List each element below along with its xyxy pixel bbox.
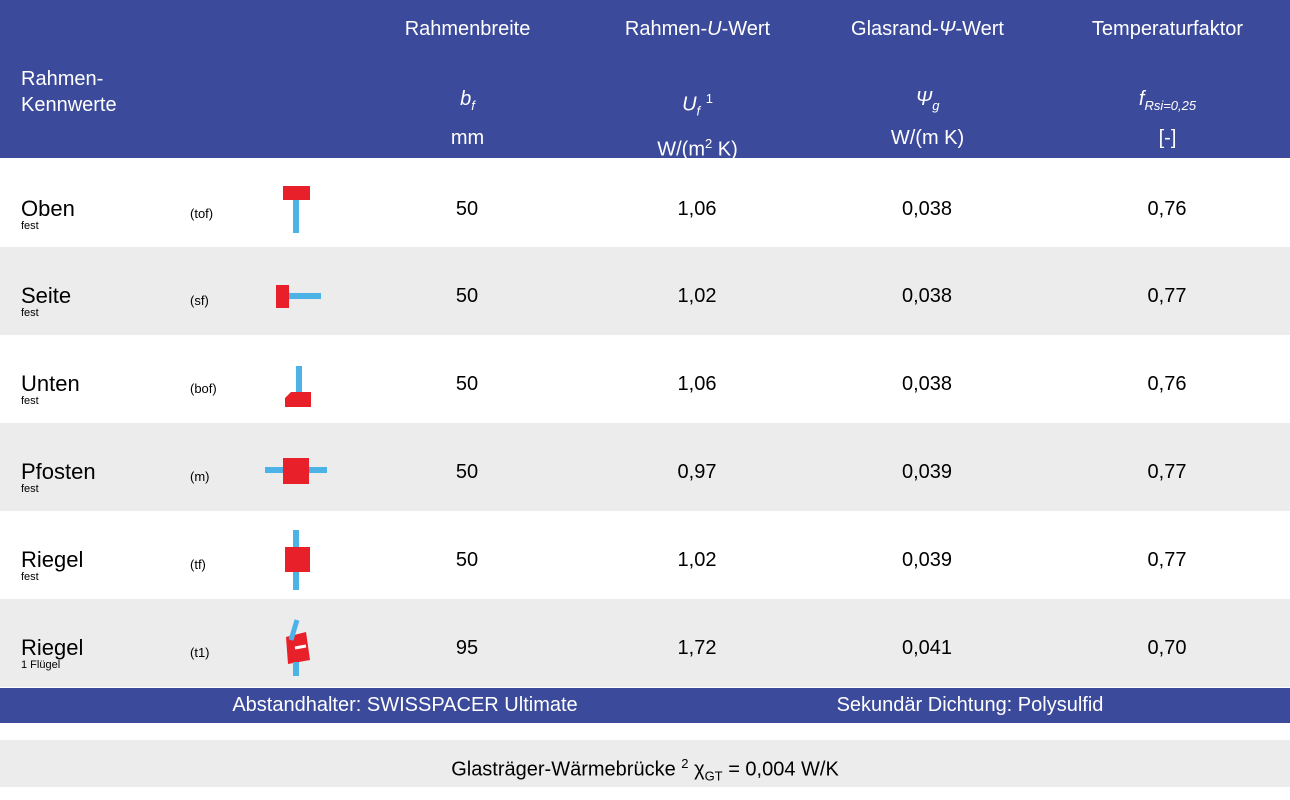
- title: Glasrand-: [851, 18, 939, 40]
- row-name: Seite: [21, 283, 72, 308]
- title: Rahmen-: [624, 18, 708, 40]
- row-name: Riegel: [21, 547, 84, 572]
- row-code: (tof): [190, 206, 214, 221]
- note: Glasträger-Wärmebrücke 2 χGT = 0,004 W/K: [0, 740, 1290, 787]
- value-cell: 1,72: [677, 637, 717, 659]
- value-cell: 50: [455, 549, 479, 571]
- row-code: (bof): [190, 381, 217, 396]
- header: Rahmen- Kennwerte Rahmenbreite bf mm Rah…: [0, 0, 1290, 161]
- unit: [-]: [1158, 127, 1177, 149]
- note-text: Glasträger-Wärmebrücke: [451, 758, 676, 781]
- value-cell: 0,70: [1147, 637, 1187, 659]
- value-cell: 0,77: [1147, 549, 1187, 571]
- symbol: U: [682, 93, 697, 116]
- table-row: Oben fest (tof) 50 1,06 0,038 0,76: [0, 160, 1290, 248]
- note-ref: 2: [681, 756, 689, 771]
- icon-tof: [283, 186, 310, 233]
- ref: 1: [705, 91, 713, 106]
- value-cell: 50: [455, 198, 479, 220]
- row-sub: fest: [21, 571, 39, 583]
- icon-t1: [286, 619, 310, 676]
- sub: g: [932, 98, 940, 113]
- table-row: Riegel fest (tf) 50 1,02 0,039 0,77: [0, 511, 1290, 599]
- value-cell: 0,039: [901, 461, 953, 483]
- value-cell: 0,77: [1147, 461, 1187, 483]
- icon-tf: [285, 530, 310, 590]
- title: -Wert: [721, 18, 771, 40]
- value-cell: 0,038: [901, 285, 953, 307]
- col-header: Rahmen-U-Wert Uf 1 W/(m2 K): [585, 17, 810, 161]
- row-code: (m): [190, 469, 210, 484]
- row-name: Pfosten: [21, 459, 96, 484]
- row-code: (t1): [190, 645, 210, 660]
- value-cell: 1,02: [677, 549, 717, 571]
- row-name: Riegel: [21, 635, 84, 660]
- unit: W/(m: [657, 138, 705, 161]
- unit: K): [712, 138, 738, 161]
- unit: 2: [704, 135, 713, 151]
- value-cell: 0,038: [901, 373, 953, 395]
- sub: f: [471, 98, 475, 113]
- title: -Wert: [955, 18, 1004, 40]
- value-cell: 50: [455, 461, 479, 483]
- title: Temperaturfaktor: [1091, 18, 1244, 40]
- row-code: (tf): [190, 557, 206, 572]
- label-line: Rahmen-: [21, 68, 104, 90]
- icon-bof: [285, 366, 311, 407]
- sub: Rsi=0,25: [1144, 98, 1197, 113]
- footer-text: Abstandhalter: SWISSPACER Ultimate: [232, 694, 578, 716]
- title: Ψ: [938, 18, 956, 40]
- value-cell: 0,041: [901, 637, 953, 659]
- value-cell: 1,06: [677, 198, 717, 220]
- footer-text: Sekundär Dichtung: Polysulfid: [836, 694, 1104, 716]
- row-name: Unten: [21, 371, 80, 396]
- table-row: Unten fest (bof) 50 1,06 0,038 0,76: [0, 335, 1290, 423]
- icons: [265, 186, 327, 676]
- value-cell: 0,76: [1147, 373, 1187, 395]
- title: Rahmenbreite: [404, 18, 531, 40]
- table-row: Riegel 1 Flügel (t1) 95 1,72 0,041 0,70: [0, 599, 1290, 687]
- note-sub: GT: [704, 768, 723, 784]
- note-value: = 0,004 W/K: [728, 758, 839, 781]
- row-sub: 1 Flügel: [21, 659, 61, 671]
- label-line: Kennwerte: [21, 94, 117, 116]
- value-cell: 50: [455, 285, 479, 307]
- value-cell: 0,97: [677, 461, 717, 483]
- row-name: Oben: [21, 196, 75, 221]
- col-header: Glasrand-Ψ-Wert Ψg W/(m K): [810, 17, 1045, 150]
- row-sub: fest: [21, 395, 39, 407]
- value-cell: 1,06: [677, 373, 717, 395]
- header-label: Rahmen- Kennwerte: [21, 66, 117, 118]
- col-header: Temperaturfaktor fRsi=0,25 [-]: [1045, 17, 1290, 150]
- symbol: b: [460, 88, 472, 110]
- row-sub: fest: [21, 483, 39, 495]
- table-row: Pfosten fest (m) 50 0,97 0,039 0,77: [0, 423, 1290, 511]
- footer-bar: Abstandhalter: SWISSPACER Ultimate Sekun…: [0, 688, 1290, 723]
- value-cell: 1,02: [677, 285, 717, 307]
- unit: W/(m K): [890, 127, 965, 149]
- note-symbol: χ: [694, 758, 705, 781]
- value-cell: 0,77: [1147, 285, 1187, 307]
- row-code: (sf): [190, 293, 209, 308]
- value-cell: 0,76: [1147, 198, 1187, 220]
- symbol: Ψ: [915, 88, 933, 110]
- value-cell: 95: [455, 637, 479, 659]
- value-cell: 0,039: [901, 549, 953, 571]
- value-cell: 0,038: [901, 198, 953, 220]
- col-header: Rahmenbreite bf mm: [350, 17, 585, 150]
- symbol: f: [1138, 88, 1145, 110]
- title: U: [707, 18, 722, 40]
- icon-sf: [276, 285, 321, 308]
- icon-m: [265, 458, 327, 484]
- row-sub: fest: [21, 307, 39, 319]
- sub: f: [696, 103, 701, 119]
- unit: mm: [450, 127, 485, 149]
- value-cell: 50: [455, 373, 479, 395]
- table-row: Seite fest (sf) 50 1,02 0,038 0,77: [0, 247, 1290, 335]
- row-sub: fest: [21, 220, 39, 232]
